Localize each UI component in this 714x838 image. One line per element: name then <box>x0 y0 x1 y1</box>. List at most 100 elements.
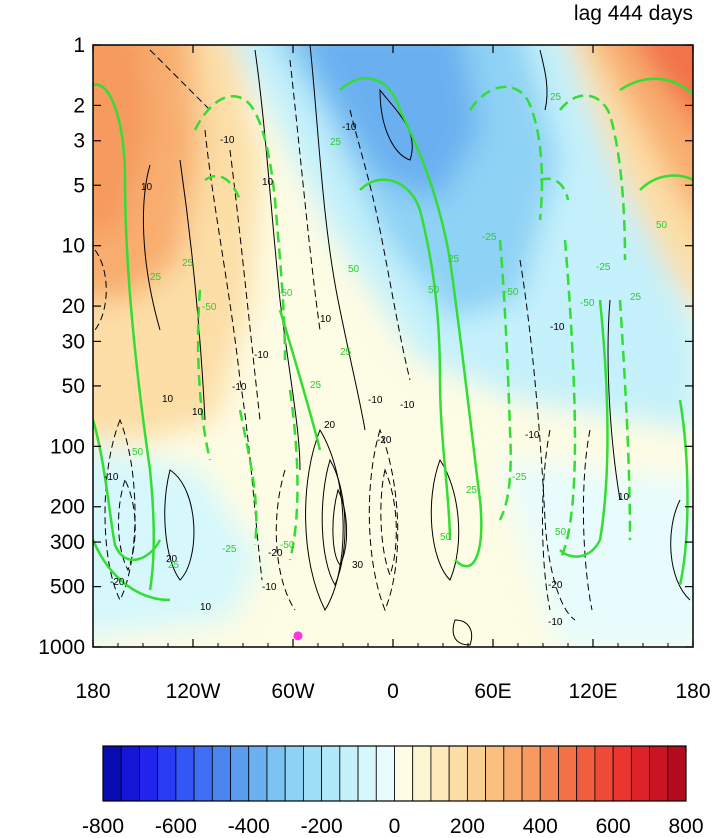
contour-line <box>678 399 689 586</box>
colorbar-label: -200 <box>301 815 343 838</box>
green-contour-label: 25 <box>340 347 352 358</box>
contour-label: 10 <box>141 182 153 193</box>
colorbar-swatch <box>102 745 122 802</box>
contour-line <box>468 85 544 221</box>
contour-line <box>104 418 136 602</box>
colorbar-swatch <box>521 745 541 802</box>
colorbar-label: -400 <box>228 815 270 838</box>
contour-line <box>452 619 473 646</box>
contour-line <box>321 458 346 587</box>
chart-title: lag 444 days <box>574 2 693 25</box>
contour-line <box>179 159 206 421</box>
contour-line <box>93 419 162 562</box>
colorbar-swatch <box>157 745 177 802</box>
colorbar-swatch <box>649 745 669 802</box>
location-marker <box>293 631 303 641</box>
colorbar-label: -600 <box>155 815 197 838</box>
green-contour-label: 50 <box>440 532 452 543</box>
colorbar-swatch <box>448 745 468 802</box>
colorbar-swatch <box>230 745 250 802</box>
y-axis: 1 2 3 5 10 20 30 50 100 200 300 500 1000 <box>38 34 693 659</box>
y-tick-label: 500 <box>50 576 85 599</box>
green-contour-label: -25 <box>222 544 237 555</box>
contour-line <box>275 469 296 611</box>
green-contour-label: 50 <box>555 527 567 538</box>
contour-line <box>254 49 301 471</box>
contour-label: 10 <box>192 407 204 418</box>
green-contour-label: -25 <box>482 232 497 243</box>
y-tick-label: 20 <box>62 295 85 318</box>
green-contour-label: 25 <box>448 254 460 265</box>
x-tick-label: 0 <box>387 680 399 703</box>
colorbar-label: 600 <box>596 815 631 838</box>
colorbar-swatch <box>339 745 359 802</box>
colorbar-swatch <box>412 745 432 802</box>
contour-line <box>196 289 212 461</box>
green-contour-label: 25 <box>330 137 342 148</box>
colorbar-swatch <box>503 745 523 802</box>
green-contour-label: 50 <box>348 264 360 275</box>
contour-label: -20 <box>377 435 392 446</box>
green-contour-label: -50 <box>280 540 295 551</box>
contour-line <box>142 164 161 331</box>
green-contour-label: 25 <box>550 92 562 103</box>
contour-line <box>379 88 413 161</box>
y-tick-label: 100 <box>50 435 85 458</box>
colorbar-swatch <box>594 745 614 802</box>
colorbar-swatch <box>284 745 304 802</box>
contour-labels: 10 -10 -10 10 10 -10 -10 10 10 -10 -10 2… <box>104 92 668 628</box>
contour-label: 10 <box>262 177 274 188</box>
contour-line <box>639 174 693 191</box>
contour-label: -10 <box>400 400 415 411</box>
colorbar-swatch <box>539 745 559 802</box>
contour-label: 10 <box>162 394 174 405</box>
contour-line <box>559 94 627 261</box>
contour-line <box>93 83 155 591</box>
contour-line <box>238 409 258 546</box>
y-tick-label: 5 <box>73 174 85 197</box>
colorbar-swatch <box>248 745 268 802</box>
y-tick-label: 50 <box>62 375 85 398</box>
green-contour-label: 25 <box>168 560 180 571</box>
colorbar-swatch <box>175 745 195 802</box>
contour-line <box>619 77 693 96</box>
green-contour-label: -50 <box>278 288 293 299</box>
contour-label: 20 <box>324 420 336 431</box>
contour-line <box>498 239 512 521</box>
green-contour-label: -50 <box>504 287 519 298</box>
contour-line <box>332 488 348 566</box>
contour-line <box>430 458 460 581</box>
colorbar-label: 400 <box>523 815 558 838</box>
colorbar-swatch <box>485 745 505 802</box>
colorbar-swatch <box>394 745 414 802</box>
y-tick-label: 10 <box>62 235 85 258</box>
green-contours <box>93 77 693 602</box>
contour-label: -10 <box>550 322 565 333</box>
green-contour-label: 50 <box>428 285 440 296</box>
contour-line <box>193 95 287 361</box>
contour-line <box>539 177 570 201</box>
contour-label: -10 <box>525 430 540 441</box>
contour-label: -10 <box>262 582 277 593</box>
contour-line <box>380 468 397 577</box>
colorbar-swatch <box>558 745 578 802</box>
contour-line <box>582 429 593 611</box>
contour-line <box>559 299 609 558</box>
black-contours <box>142 45 691 646</box>
y-tick-label: 30 <box>62 330 85 353</box>
contour-line <box>305 428 344 612</box>
colorbar-swatch <box>430 745 450 802</box>
green-contour-label: 25 <box>466 485 478 496</box>
colorbar-label: 800 <box>668 815 703 838</box>
colorbar-label: -800 <box>82 815 124 838</box>
contour-line <box>288 389 299 561</box>
colorbar-swatch <box>303 745 323 802</box>
contour-label: -20 <box>268 548 283 559</box>
contour-label: -10 <box>254 350 269 361</box>
colorbar-swatch <box>266 745 286 802</box>
colorbar-swatch <box>193 745 213 802</box>
green-contour-label: 25 <box>630 292 642 303</box>
colorbar-swatch <box>139 745 159 802</box>
colorbar-swatch <box>357 745 377 802</box>
contour-line <box>607 299 621 501</box>
